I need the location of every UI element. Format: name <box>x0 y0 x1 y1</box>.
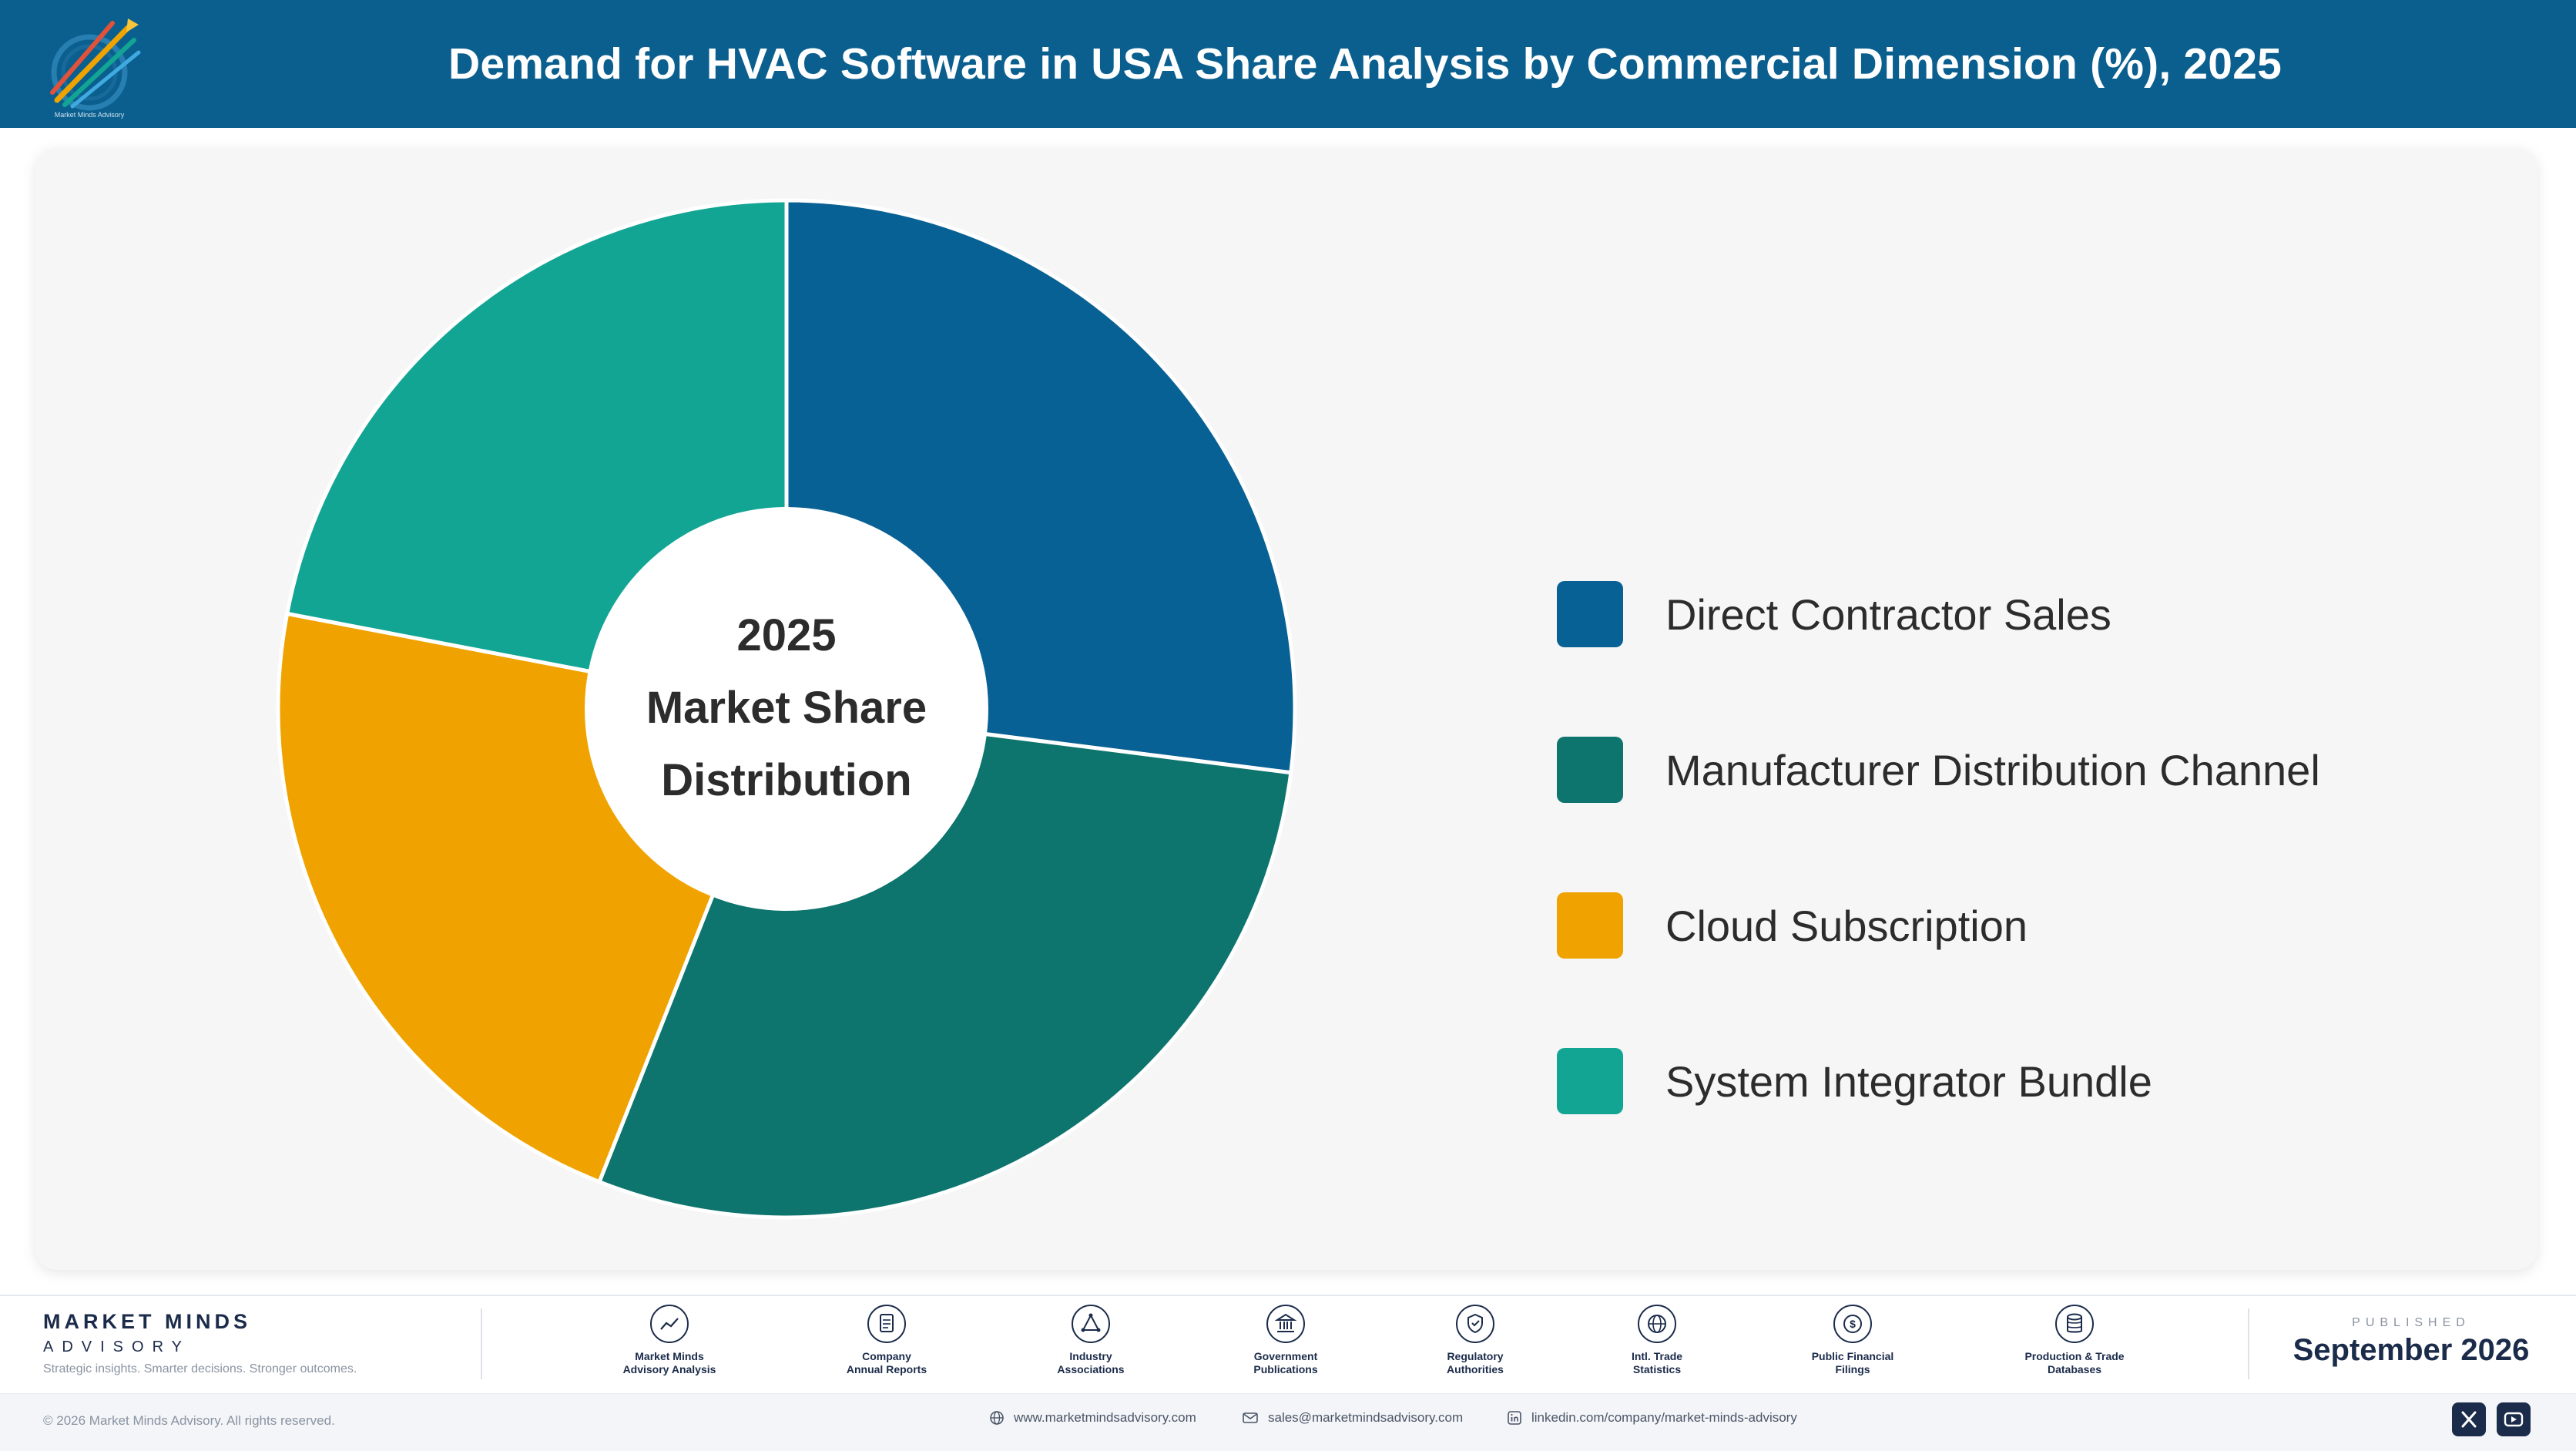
source-item: Intl. Trade Statistics <box>1580 1304 1734 1376</box>
center-label-line: Market Share <box>646 683 927 733</box>
legend-swatch <box>1557 892 1623 959</box>
source-item: Production & Trade Databases <box>1997 1304 2152 1376</box>
source-item: Government Publications <box>1209 1304 1363 1376</box>
legend-swatch <box>1557 1048 1623 1114</box>
legend-item: System Integrator Bundle <box>1557 1046 2152 1116</box>
source-label: Market Minds Advisory Analysis <box>622 1350 716 1375</box>
chart-card: 2025 Market Share Distribution Direct Cont… <box>35 148 2537 1270</box>
linkedin-link[interactable]: linkedin.com/company/market-minds-adviso… <box>1507 1410 1797 1426</box>
source-item: $ Public Financial Filings <box>1776 1304 1930 1376</box>
legend-item: Direct Contractor Sales <box>1557 579 2111 649</box>
bottom-bar <box>0 1393 2576 1451</box>
source-label: Company Annual Reports <box>846 1350 927 1375</box>
brand-tagline: Strategic insights. Smarter decisions. S… <box>43 1362 357 1375</box>
brand-subtitle: ADVISORY <box>43 1338 190 1355</box>
company-logo <box>50 18 141 111</box>
play-icon <box>2504 1412 2524 1427</box>
legend-item: Cloud Subscription <box>1557 891 2028 960</box>
legend-label: Cloud Subscription <box>1665 901 2028 950</box>
legend-item: Manufacturer Distribution Channel <box>1557 735 2320 804</box>
published-label: PUBLISHED <box>2352 1316 2470 1329</box>
mail-icon <box>1243 1412 1258 1423</box>
donut-chart: 2025 Market Share Distribution <box>276 198 1297 1220</box>
youtube-social-button[interactable] <box>2497 1402 2531 1436</box>
globe-icon <box>1638 1305 1676 1343</box>
source-item: Market Minds Advisory Analysis <box>592 1304 746 1376</box>
database-icon <box>2055 1305 2094 1343</box>
document-icon <box>867 1305 906 1343</box>
email-link[interactable]: sales@marketmindsadvisory.com <box>1242 1410 1463 1426</box>
donut-hole <box>585 507 988 911</box>
source-item: Regulatory Authorities <box>1398 1304 1552 1376</box>
legend-swatch <box>1557 737 1623 803</box>
legend-label: System Integrator Bundle <box>1665 1056 2152 1106</box>
published-date: September 2026 <box>2293 1333 2530 1367</box>
logo-caption: Market Minds Advisory <box>54 111 125 119</box>
legend-label: Direct Contractor Sales <box>1665 589 2111 639</box>
x-logo-icon <box>2461 1411 2477 1428</box>
copyright-text: © 2026 Market Minds Advisory. All rights… <box>43 1413 335 1428</box>
website-text: www.marketmindsadvisory.com <box>1014 1410 1196 1425</box>
source-label: Regulatory Authorities <box>1447 1350 1504 1375</box>
center-label-line: 2025 <box>736 610 836 660</box>
source-item: Industry Associations <box>1014 1304 1168 1376</box>
website-link[interactable]: www.marketmindsadvisory.com <box>989 1410 1196 1426</box>
source-label: Government Publications <box>1253 1350 1318 1375</box>
footer-divider <box>2248 1308 2249 1379</box>
brand-name: MARKET MINDS <box>43 1310 251 1333</box>
shield-check-icon <box>1456 1305 1494 1343</box>
footer-divider <box>481 1308 482 1379</box>
trend-chart-icon <box>650 1305 689 1343</box>
page-title: Demand for HVAC Software in USA Share An… <box>448 39 2283 89</box>
svg-text:$: $ <box>1850 1318 1856 1330</box>
network-icon <box>1072 1305 1110 1343</box>
government-building-icon <box>1266 1305 1305 1343</box>
linkedin-text: linkedin.com/company/market-minds-adviso… <box>1531 1410 1797 1425</box>
linkedin-icon <box>1508 1411 1521 1425</box>
legend-label: Manufacturer Distribution Channel <box>1665 745 2320 794</box>
source-label: Public Financial Filings <box>1811 1350 1894 1375</box>
center-label-line: Distribution <box>661 755 911 805</box>
globe-icon <box>990 1411 1004 1425</box>
legend-swatch <box>1557 581 1623 647</box>
x-social-button[interactable] <box>2452 1402 2486 1436</box>
header-bar: Market Minds Advisory Demand for HVAC So… <box>0 0 2576 128</box>
source-label: Production & Trade Databases <box>2024 1350 2125 1375</box>
dollar-coin-icon: $ <box>1833 1305 1872 1343</box>
source-item: Company Annual Reports <box>810 1304 964 1376</box>
source-label: Industry Associations <box>1057 1350 1125 1375</box>
source-label: Intl. Trade Statistics <box>1631 1350 1683 1375</box>
email-text: sales@marketmindsadvisory.com <box>1268 1410 1464 1425</box>
